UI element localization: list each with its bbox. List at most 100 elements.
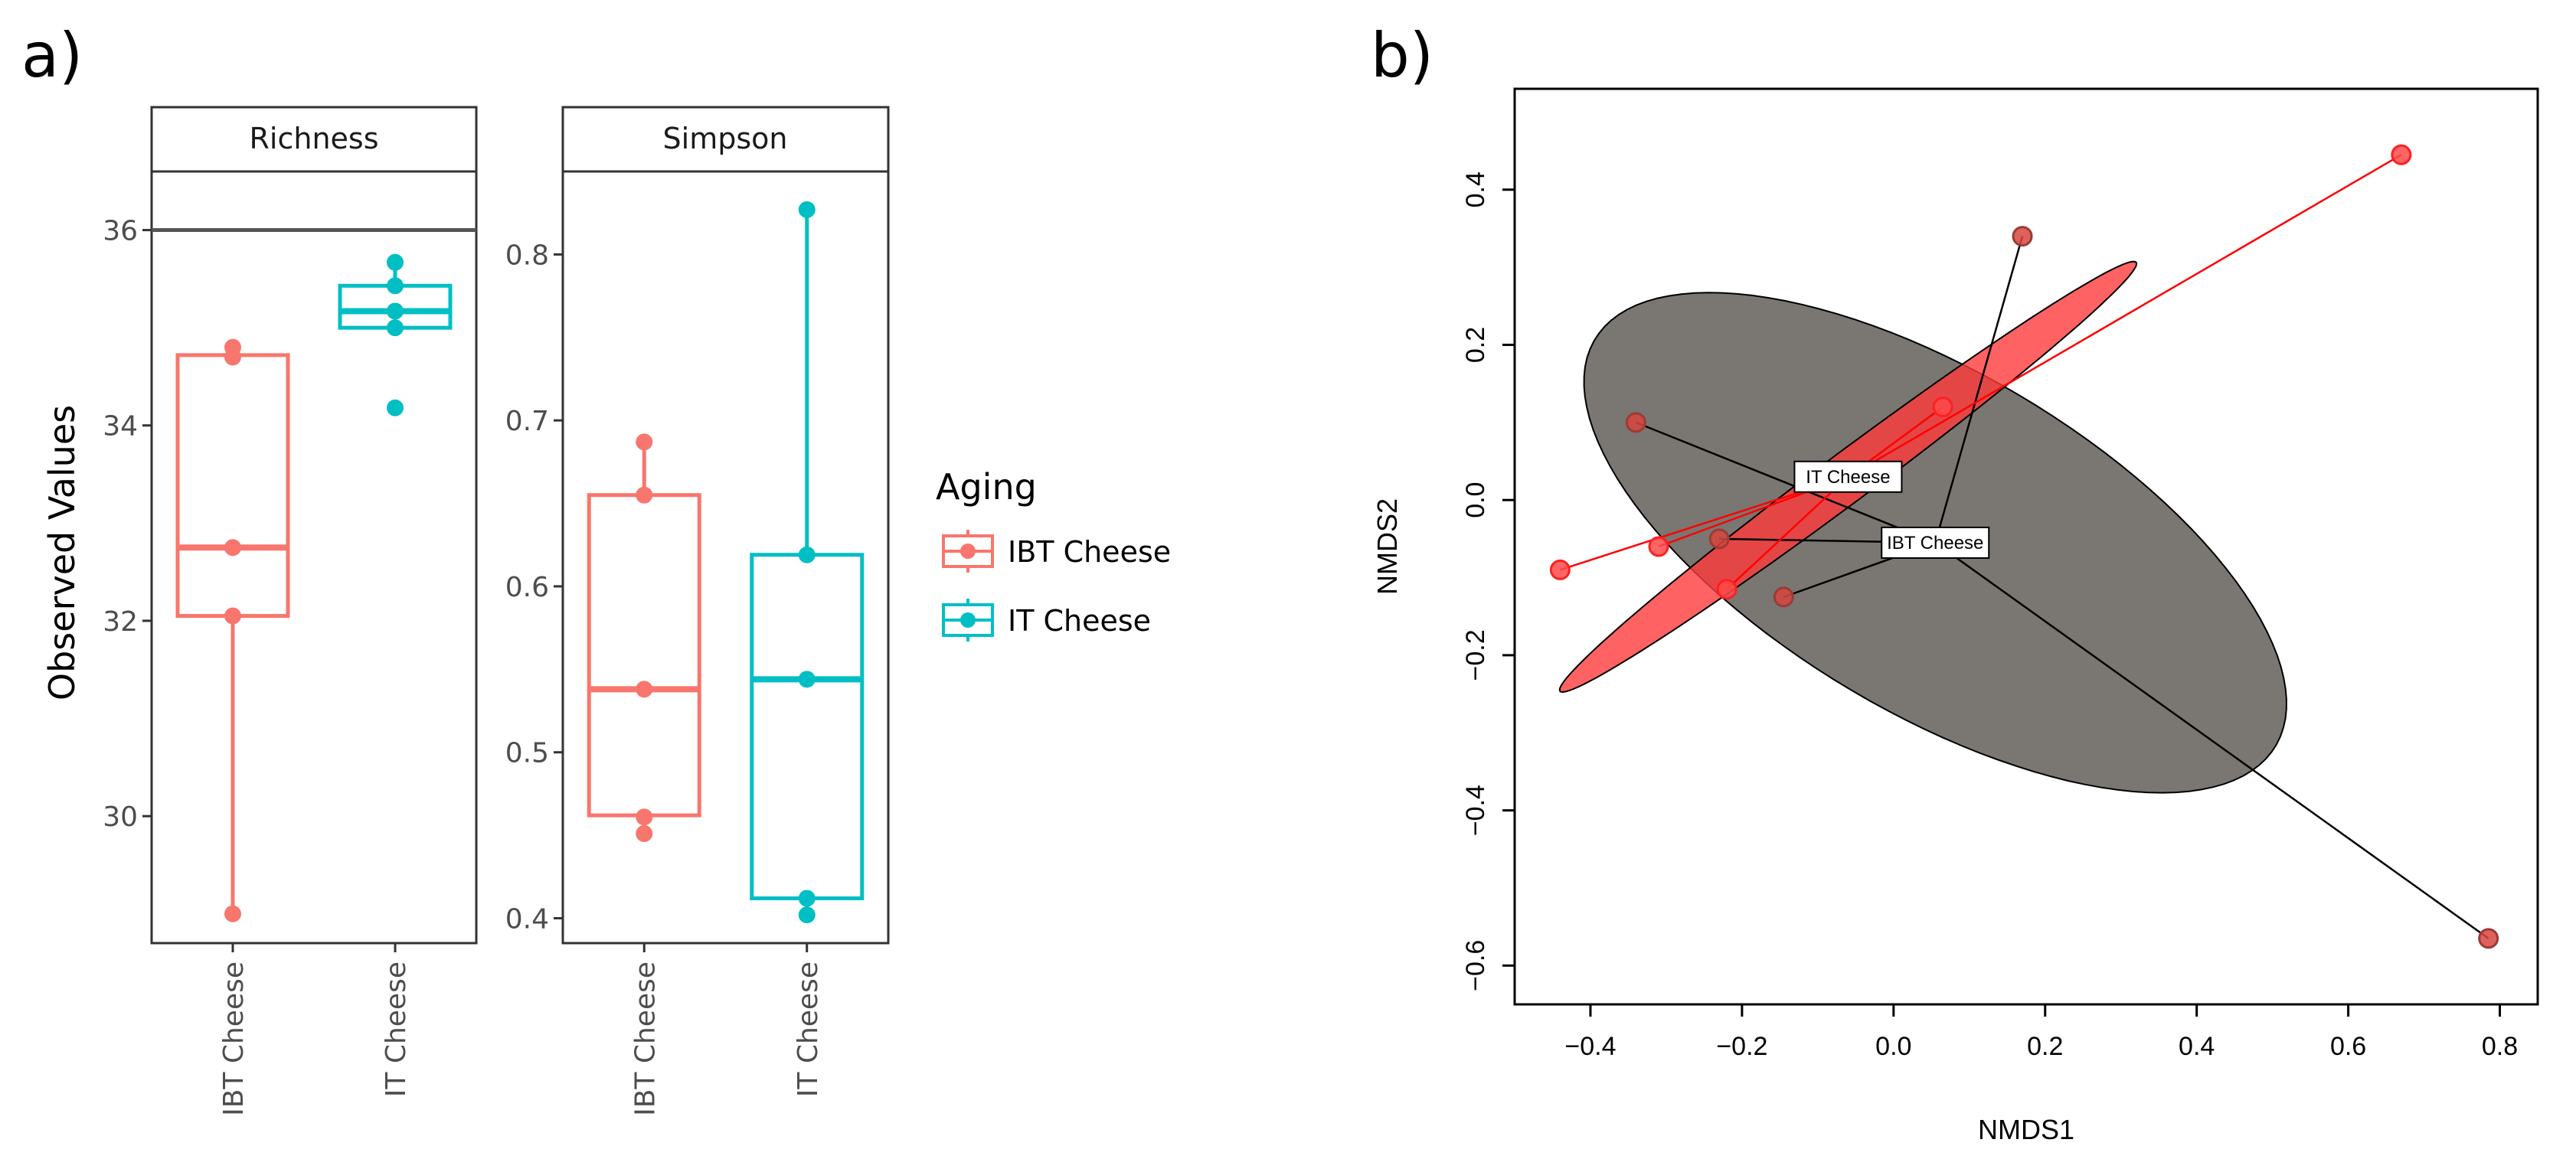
richness-ytick-label: 36 <box>103 216 138 247</box>
richness-strip <box>150 106 478 173</box>
simpson-ytick-label: 0.8 <box>505 240 549 271</box>
simpson-x-ticks: IBT Cheese IT Cheese <box>629 943 824 1116</box>
b-centroid-label-text: IBT Cheese <box>1887 533 1983 553</box>
b-marks: IT Cheese IBT Cheese <box>1549 144 2499 949</box>
b-x-ticks: −0.4 −0.2 0.0 0.2 0.4 0.6 0.8 <box>1564 1004 2518 1061</box>
richness-xtick-label-ibt-cheese: IBT Cheese <box>218 961 250 1116</box>
b-ytick-label: −0.2 <box>1461 629 1490 681</box>
simpson-xtick-label-it-cheese: IT Cheese <box>793 961 824 1097</box>
simpson-xtick-label-ibt-cheese: IBT Cheese <box>629 961 661 1116</box>
b-centroid-label-box <box>1881 526 1990 559</box>
b-y-ticks: −0.6 −0.4 −0.2 0.0 0.2 0.4 <box>1461 171 1515 991</box>
b-xtick-label: 0.6 <box>2330 1032 2366 1061</box>
b-spider-it-cheese <box>1726 475 1849 590</box>
b-xtick-label: 0.8 <box>2482 1032 2518 1061</box>
legend-key-ibt <box>942 530 994 573</box>
panel-b: b) IT Cheese IBT Cheese −0.4 −0.2 0.0 0.2 0.4… <box>1371 20 2539 1145</box>
richness-y-ticks: 30 32 34 36 <box>103 216 152 833</box>
simpson-ytick-label: 0.6 <box>505 572 549 603</box>
simpson-strip-label: Simpson <box>663 122 788 155</box>
richness-plot-frame <box>150 170 478 945</box>
richness-strip-label: Richness <box>250 122 379 155</box>
b-ytick-label: 0.0 <box>1461 482 1490 518</box>
legend: Aging IBT Cheese IT Cheese <box>936 466 1171 642</box>
legend-label-it: IT Cheese <box>1008 604 1151 638</box>
richness-x-ticks: IBT Cheese IT Cheese <box>218 943 412 1116</box>
b-spider-ibt-cheese <box>1934 541 2489 939</box>
b-xtick-label: 0.0 <box>1875 1032 1911 1061</box>
legend-key-ibt-point <box>960 544 976 559</box>
richness-ibt-cheese-point <box>224 607 241 625</box>
b-point-it-cheese <box>1716 579 1737 600</box>
richness-it-cheese-point <box>387 253 404 271</box>
simpson-ibt-cheese-point <box>636 824 653 842</box>
richness-it-cheese-point <box>387 302 404 320</box>
b-centroid-label-text: IT Cheese <box>1806 467 1890 488</box>
b-xtick-label: −0.2 <box>1716 1032 1767 1061</box>
b-y-axis-title: NMDS2 <box>1371 498 1403 595</box>
richness-ibt-cheese-point <box>224 905 241 922</box>
richness-it-cheese-point <box>387 399 404 416</box>
b-ytick-label: 0.2 <box>1461 327 1490 363</box>
b-ytick-label: −0.4 <box>1461 785 1490 836</box>
simpson-plot-frame <box>561 170 890 945</box>
legend-entry-ibt: IBT Cheese <box>942 530 1171 573</box>
b-x-axis-title: NMDS1 <box>1978 1114 2074 1145</box>
simpson-ytick-label: 0.7 <box>505 406 549 437</box>
b-clipped-marks: IT Cheese IBT Cheese <box>1549 144 2499 949</box>
legend-key-it-point <box>960 612 976 628</box>
simpson-it-cheese-point <box>798 546 816 563</box>
simpson-ytick-label: 0.4 <box>505 903 549 935</box>
simpson-ibt-cheese-point <box>636 486 653 504</box>
panel-b-letter: b) <box>1371 20 1433 91</box>
b-centroid-label-it-cheese: IT Cheese <box>1793 460 1903 493</box>
simpson-it-cheese-point <box>798 906 816 924</box>
simpson-y-ticks: 0.4 0.5 0.6 0.7 0.8 <box>505 240 563 935</box>
legend-title: Aging <box>936 466 1037 508</box>
simpson-ibt-cheese-point <box>636 808 653 826</box>
panel-a-letter: a) <box>21 20 83 91</box>
b-centroid-label-ibt-cheese: IBT Cheese <box>1881 526 1990 559</box>
b-spider-it-cheese <box>1847 154 2402 478</box>
richness-ytick-label: 34 <box>103 411 138 442</box>
facet-simpson: Simpson 0.4 0.5 0.6 0.7 0.8 IBT Cheese IT Che… <box>505 106 890 1116</box>
richness-it-cheese-point <box>387 277 404 295</box>
b-xtick-label: −0.4 <box>1564 1032 1616 1061</box>
simpson-it-cheese-point <box>798 890 816 907</box>
b-ytick-label: 0.4 <box>1461 171 1490 207</box>
b-point-ibt-cheese <box>1708 528 1730 550</box>
richness-xtick-label-it-cheese: IT Cheese <box>381 961 412 1097</box>
b-point-ibt-cheese <box>2478 928 2499 949</box>
legend-label-ibt: IBT Cheese <box>1008 535 1171 569</box>
b-spider-ibt-cheese <box>1635 421 1936 544</box>
richness-ytick-label: 30 <box>103 802 138 833</box>
a-y-axis-title: Observed Values <box>41 405 83 700</box>
legend-entry-it: IT Cheese <box>942 599 1151 642</box>
facet-richness: Richness 30 32 34 36 IBT Cheese IT Cheese <box>103 106 478 1116</box>
b-point-it-cheese <box>1549 559 1571 580</box>
simpson-it-cheese-point <box>798 671 816 688</box>
b-point-it-cheese <box>2391 144 2412 165</box>
b-xtick-label: 0.2 <box>2027 1032 2063 1061</box>
simpson-ibt-cheese-point <box>636 681 653 698</box>
b-centroid-label-box <box>1793 460 1903 493</box>
simpson-it-cheese-point <box>798 201 816 218</box>
simpson-marks <box>587 201 865 924</box>
b-point-ibt-cheese <box>2012 226 2033 247</box>
simpson-ytick-label: 0.5 <box>505 738 549 769</box>
b-point-ibt-cheese <box>1773 586 1794 608</box>
simpson-ibt-cheese-point <box>636 433 653 451</box>
panel-a: a) Observed Values Richness 30 32 34 36 IBT… <box>21 20 1171 1116</box>
richness-it-cheese-point <box>387 319 404 337</box>
simpson-strip <box>561 106 890 173</box>
b-point-it-cheese <box>1932 397 1953 418</box>
b-xtick-label: 0.4 <box>2179 1032 2215 1061</box>
legend-key-it <box>942 599 994 642</box>
b-spider-ibt-cheese <box>1934 236 2024 544</box>
b-point-it-cheese <box>1648 536 1669 557</box>
richness-ibt-cheese-point <box>224 539 241 557</box>
richness-ibt-cheese-point <box>224 348 241 366</box>
b-point-ibt-cheese <box>1625 412 1646 433</box>
b-ytick-label: −0.6 <box>1461 940 1490 991</box>
